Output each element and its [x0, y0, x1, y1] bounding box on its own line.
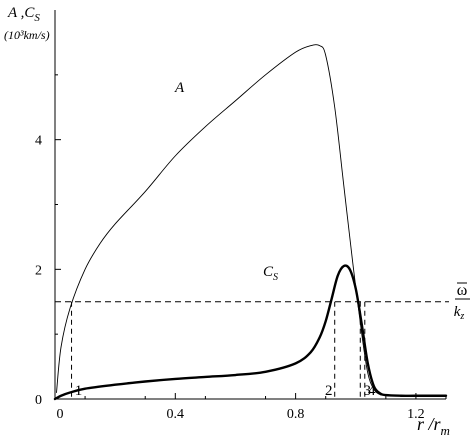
x-tick-label: 0.8 [287, 407, 305, 422]
marker-label-3: 3 [364, 383, 372, 399]
series-cs-label: CS [263, 264, 278, 283]
omega-label: ω [457, 282, 468, 299]
series-cs-line [53, 264, 448, 401]
reference-line-label: ω kz [454, 282, 470, 322]
series-a-label: A [174, 80, 185, 96]
y-axis-unit: (10³km/s) [4, 28, 50, 42]
kz-label: kz [454, 304, 465, 322]
y-tick-label: 0 [35, 393, 42, 408]
x-tick-label: 1.2 [407, 407, 425, 422]
series-a-line [56, 44, 447, 397]
marker-label-4: 4 [368, 383, 376, 399]
labels-layer: A CS [174, 80, 278, 283]
y-tick-label: 4 [35, 134, 42, 149]
y-axis-label: A ,CS [7, 5, 40, 24]
series-layer [53, 44, 448, 401]
x-tick-label: 0 [57, 407, 64, 422]
x-axis-label: r /rm [417, 414, 450, 437]
marker-label-2: 2 [325, 383, 333, 399]
y-tick-label: 2 [35, 263, 42, 278]
x-tick-label: 0.4 [167, 407, 185, 422]
axes: 0 0.4 0.8 1.2 0 2 4 [35, 10, 447, 422]
